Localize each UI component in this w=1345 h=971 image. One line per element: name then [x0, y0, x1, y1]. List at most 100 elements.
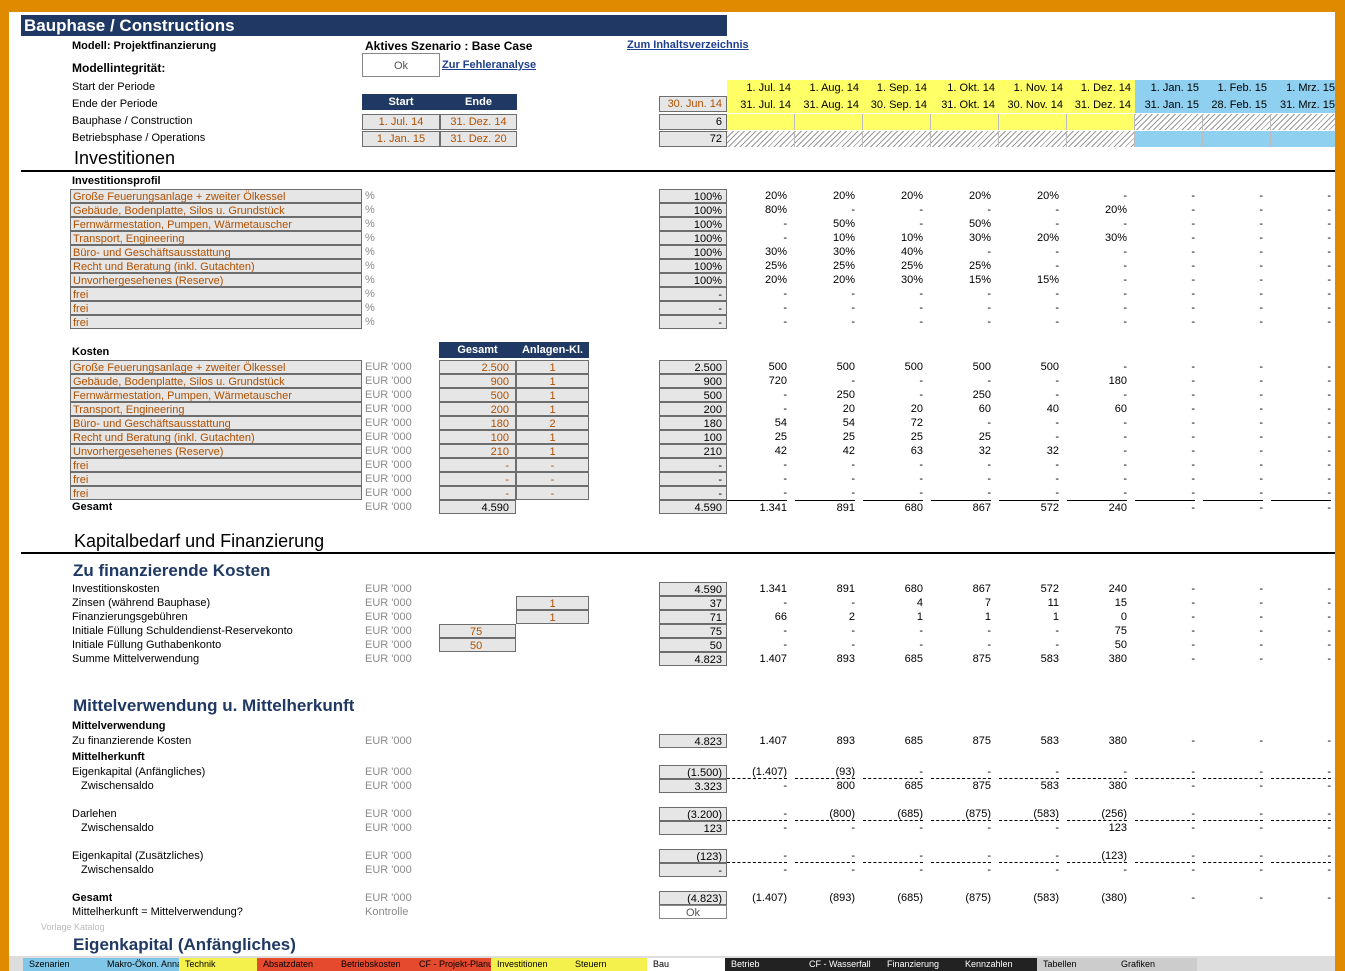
cost-label[interactable]: frei	[70, 458, 362, 472]
sheet-tab[interactable]: Betrieb	[725, 958, 807, 971]
period-value: -	[1191, 735, 1195, 747]
sheet-tab[interactable]: Betriebskosten	[335, 958, 417, 971]
sheet-tab[interactable]: Szenarien	[23, 958, 105, 971]
cost-label[interactable]: frei	[70, 486, 362, 500]
profile-label[interactable]: frei	[70, 301, 362, 315]
phase-end[interactable]: 31. Dez. 20	[440, 131, 517, 147]
cost-gesamt[interactable]: 900	[439, 374, 516, 388]
cost-total-gesamt: 4.590	[439, 500, 516, 514]
period-value: 500	[1040, 361, 1059, 373]
phase-start[interactable]: 1. Jul. 14	[362, 114, 440, 130]
cost-label[interactable]: Büro- und Geschäftsausstattung	[70, 416, 362, 430]
phase-start[interactable]: 1. Jan. 15	[362, 131, 440, 147]
period-value: -	[783, 389, 787, 401]
period-value: -	[783, 403, 787, 415]
cost-anlagenklasse[interactable]: 1	[516, 360, 589, 374]
period-value: (800)	[795, 807, 855, 821]
sheet-tab[interactable]: Kennzahlen	[959, 958, 1041, 971]
cost-anlagenklasse[interactable]: 1	[516, 374, 589, 388]
cost-anlagenklasse[interactable]: 2	[516, 416, 589, 430]
profile-label[interactable]: frei	[70, 287, 362, 301]
cost-gesamt[interactable]: 210	[439, 444, 516, 458]
period-value: 250	[836, 389, 855, 401]
financing-anlagenklasse[interactable]: 1	[516, 596, 589, 610]
toc-link[interactable]: Zum Inhaltsverzeichnis	[627, 39, 749, 51]
period-value: -	[863, 765, 923, 779]
cost-gesamt[interactable]: 200	[439, 402, 516, 416]
profile-label[interactable]: frei	[70, 315, 362, 329]
period-value: -	[1259, 389, 1263, 401]
cost-gesamt[interactable]: 2.500	[439, 360, 516, 374]
sheet-tab[interactable]: Makro-Ökon. Annahmen	[101, 958, 183, 971]
source-total: 3.323	[659, 779, 727, 793]
period-value: 893	[836, 735, 855, 747]
profile-label[interactable]: Große Feuerungsanlage + zweiter Ölkessel	[70, 189, 362, 203]
cost-gesamt[interactable]: 500	[439, 388, 516, 402]
period-value: -	[1055, 822, 1059, 834]
period-value: 25%	[832, 260, 855, 272]
period-value: -	[783, 822, 787, 834]
financing-anlagenklasse[interactable]: 1	[516, 610, 589, 624]
cost-total-unit: EUR '000	[365, 501, 412, 513]
period-value: 10%	[900, 232, 923, 244]
period-value: -	[1271, 849, 1331, 863]
profile-label[interactable]: Transport, Engineering	[70, 231, 362, 245]
period-value: 25	[842, 431, 855, 443]
cost-anlagenklasse[interactable]: 1	[516, 444, 589, 458]
sheet-tab[interactable]: CF - Wasserfall	[803, 958, 885, 971]
sheet-tab[interactable]: Absatzdaten	[257, 958, 339, 971]
profile-label[interactable]: Gebäude, Bodenplatte, Silos u. Grundstüc…	[70, 203, 362, 217]
cost-anlagenklasse[interactable]: 1	[516, 430, 589, 444]
period-end-cell: 31. Mrz. 15	[1271, 97, 1335, 113]
profile-label[interactable]: Unvorhergesehenes (Reserve)	[70, 273, 362, 287]
financing-input[interactable]: 75	[439, 624, 516, 638]
sheet-tab[interactable]: CF - Projekt-Planung	[413, 958, 495, 971]
period-value: -	[919, 473, 923, 485]
cost-label[interactable]: Transport, Engineering	[70, 402, 362, 416]
cost-gesamt[interactable]: 180	[439, 416, 516, 430]
period-value: -	[1327, 246, 1331, 258]
profile-label[interactable]: Recht und Beratung (inkl. Gutachten)	[70, 259, 362, 273]
cost-gesamt[interactable]: -	[439, 472, 516, 486]
cost-label[interactable]: Gebäude, Bodenplatte, Silos u. Grundstüc…	[70, 374, 362, 388]
cost-label[interactable]: Recht und Beratung (inkl. Gutachten)	[70, 430, 362, 444]
sheet-tab[interactable]: Bau	[647, 958, 729, 971]
sheet-tab[interactable]: Grafiken	[1115, 958, 1197, 971]
sheet-tab[interactable]: Steuern	[569, 958, 651, 971]
cost-label[interactable]: Unvorhergesehenes (Reserve)	[70, 444, 362, 458]
period-value: -	[1259, 246, 1263, 258]
cost-label[interactable]: Große Feuerungsanlage + zweiter Ölkessel	[70, 360, 362, 374]
cost-anlagenklasse[interactable]: -	[516, 472, 589, 486]
spreadsheet[interactable]: Bauphase / Constructions Modell: Projekt…	[9, 12, 1335, 956]
cost-anlagenklasse[interactable]: -	[516, 458, 589, 472]
sheet-tab[interactable]: Finanzierung	[881, 958, 963, 971]
sheet-tab[interactable]: Tabellen	[1037, 958, 1119, 971]
profile-label[interactable]: Fernwärmestation, Pumpen, Wärmetauscher	[70, 217, 362, 231]
sheet-tab[interactable]: Technik	[179, 958, 261, 971]
cost-gesamt[interactable]: 100	[439, 430, 516, 444]
phase-end[interactable]: 31. Dez. 14	[440, 114, 517, 130]
financing-label: Zinsen (während Bauphase)	[72, 597, 211, 609]
period-value: -	[1191, 611, 1195, 623]
source-unit: EUR '000	[365, 766, 412, 778]
period-value: -	[783, 232, 787, 244]
period-value: -	[1327, 864, 1331, 876]
profile-label[interactable]: Büro- und Geschäftsausstattung	[70, 245, 362, 259]
cost-gesamt[interactable]: -	[439, 486, 516, 500]
cost-anlagenklasse[interactable]: 1	[516, 388, 589, 402]
period-value: -	[1191, 260, 1195, 272]
period-value: -	[1327, 288, 1331, 300]
period-value: -	[1123, 445, 1127, 457]
error-link[interactable]: Zur Fehleranalyse	[442, 59, 537, 71]
period-value: -	[1191, 288, 1195, 300]
cost-label[interactable]: frei	[70, 472, 362, 486]
cost-label[interactable]: Fernwärmestation, Pumpen, Wärmetauscher	[70, 388, 362, 402]
cost-gesamt[interactable]: -	[439, 458, 516, 472]
period-value: -	[1055, 487, 1059, 499]
cost-anlagenklasse[interactable]: -	[516, 486, 589, 500]
cost-anlagenklasse[interactable]: 1	[516, 402, 589, 416]
financing-input[interactable]: 50	[439, 638, 516, 652]
sheet-tab[interactable]: Investitionen	[491, 958, 573, 971]
period-value: -	[1327, 653, 1331, 665]
